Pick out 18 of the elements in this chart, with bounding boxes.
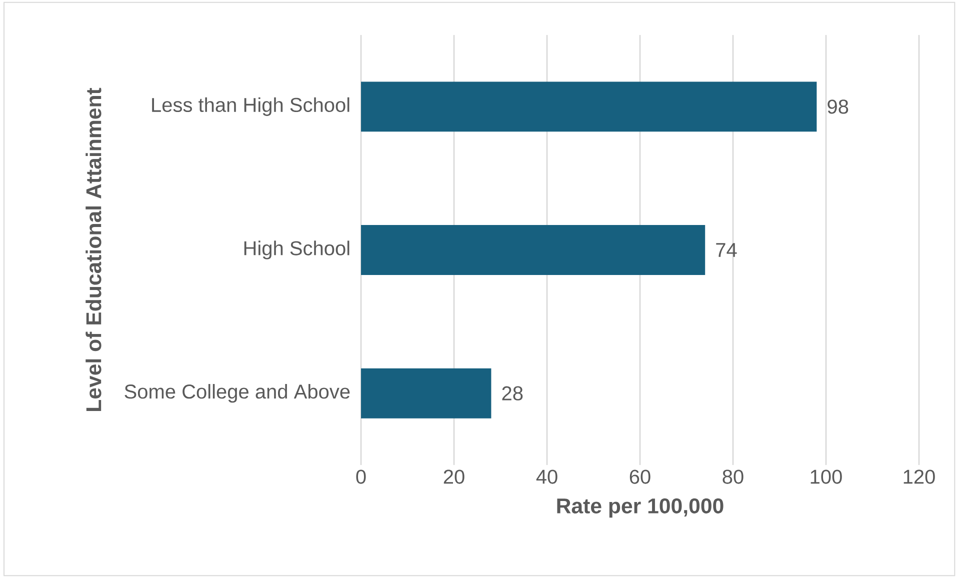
- x-tick-label: 120: [904, 470, 935, 484]
- bar: [361, 82, 817, 132]
- data-label: 98: [828, 100, 848, 114]
- x-tick-label: 20: [444, 470, 464, 484]
- x-tick-label: 60: [630, 470, 650, 484]
- x-tick-label: 0: [356, 470, 366, 484]
- data-label: 74: [716, 243, 737, 257]
- y-tick-label: High School: [244, 240, 350, 260]
- x-axis-title: Rate per 100,000: [557, 498, 724, 518]
- bar: [361, 368, 492, 418]
- x-tick-label: 80: [722, 470, 744, 484]
- bar: [361, 224, 706, 275]
- x-tick-label: 40: [536, 470, 558, 484]
- data-label: 28: [502, 386, 523, 400]
- y-tick-label: Some College and Above: [124, 384, 350, 403]
- x-tick-label: 100: [810, 470, 842, 484]
- y-tick-label: Less than High School: [152, 97, 350, 116]
- y-axis-title: Level of Educational Attainment: [86, 88, 102, 411]
